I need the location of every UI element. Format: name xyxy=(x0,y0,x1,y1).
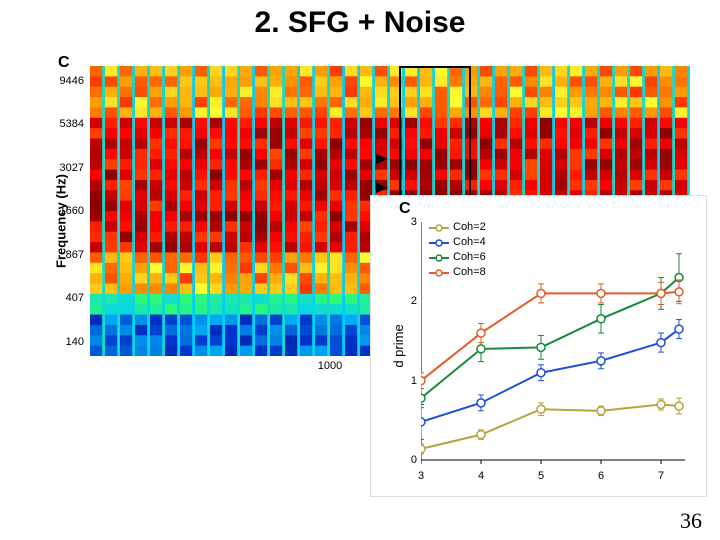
legend-label: Coh=8 xyxy=(453,265,486,280)
spectrogram-y-tick: 5384 xyxy=(44,118,84,130)
legend-swatch xyxy=(429,268,449,278)
legend-label: Coh=4 xyxy=(453,235,486,250)
spectrogram-y-tick: 1660 xyxy=(44,205,84,217)
line-chart-x-tick: 6 xyxy=(598,470,604,482)
line-chart-x-tick: 7 xyxy=(658,470,664,482)
line-chart-legend: Coh=2Coh=4Coh=6Coh=8 xyxy=(429,220,486,280)
line-chart-y-tick: 0 xyxy=(399,454,417,466)
page-title: 2. SFG + Noise xyxy=(0,6,720,40)
legend-swatch xyxy=(429,238,449,248)
legend-item: Coh=6 xyxy=(429,250,486,265)
page-number: 36 xyxy=(680,508,702,534)
line-chart-y-tick: 1 xyxy=(399,375,417,387)
line-chart-y-tick: 2 xyxy=(399,295,417,307)
legend-item: Coh=8 xyxy=(429,265,486,280)
spectrogram-y-tick: 3027 xyxy=(44,162,84,174)
line-chart-y-tick: 3 xyxy=(399,216,417,228)
legend-swatch xyxy=(429,223,449,233)
legend-swatch xyxy=(429,253,449,263)
legend-label: Coh=6 xyxy=(453,250,486,265)
legend-item: Coh=4 xyxy=(429,235,486,250)
arrow-icon xyxy=(376,183,388,193)
arrow-icon xyxy=(376,154,388,164)
spectrogram-y-tick: 407 xyxy=(44,292,84,304)
legend-label: Coh=2 xyxy=(453,220,486,235)
line-chart-panel: C d prime 0123 34567 Coh=2Coh=4Coh=6Coh=… xyxy=(370,195,707,497)
line-chart-x-tick: 5 xyxy=(538,470,544,482)
spectrogram-y-tick: 867 xyxy=(44,249,84,261)
spectrogram-panel-label: C xyxy=(58,54,70,72)
legend-item: Coh=2 xyxy=(429,220,486,235)
line-chart-x-tick: 3 xyxy=(418,470,424,482)
spectrogram-y-tick: 9446 xyxy=(44,75,84,87)
line-chart-x-tick: 4 xyxy=(478,470,484,482)
spectrogram-x-tick: 1000 xyxy=(318,360,342,372)
line-chart-y-axis-label: d prime xyxy=(391,324,406,367)
spectrogram-y-tick: 140 xyxy=(44,336,84,348)
